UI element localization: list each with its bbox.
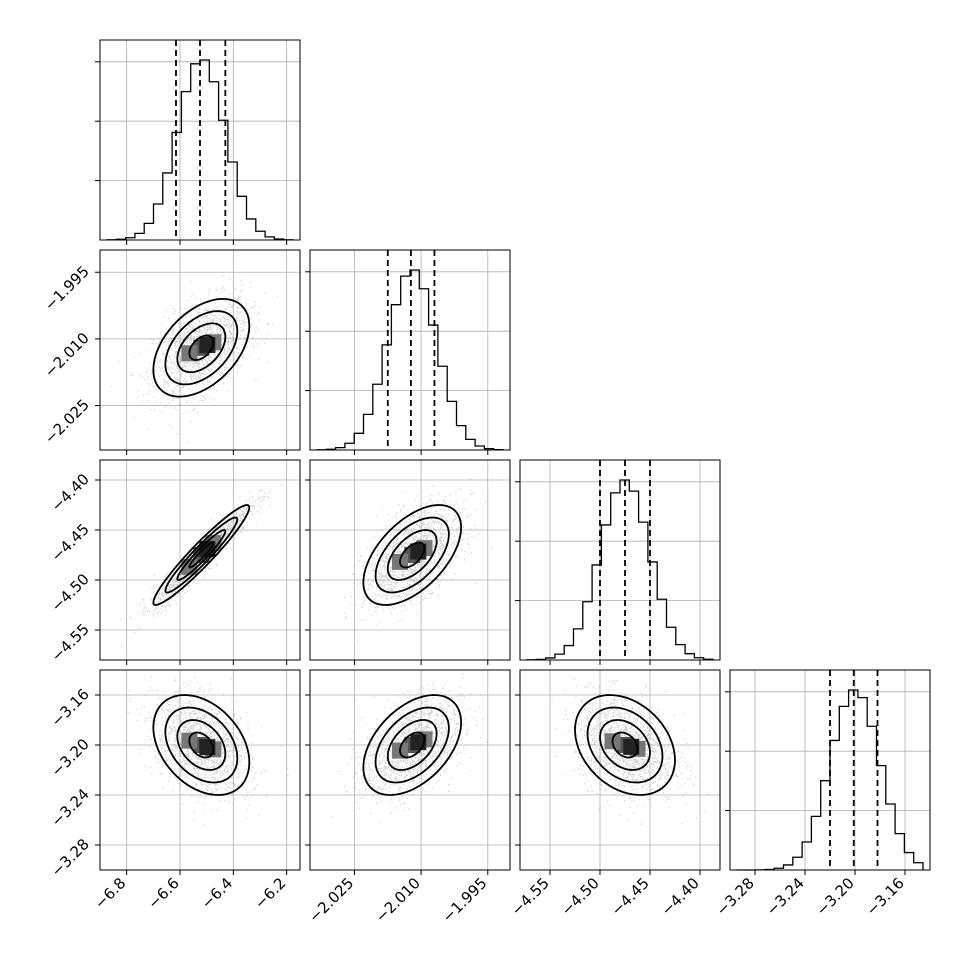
panel-frame-1-0 <box>99 249 301 451</box>
panel-0-0 <box>95 39 301 245</box>
contour-3-2-1 <box>599 719 651 771</box>
panel-frame-3-2 <box>519 669 721 871</box>
panel-1-1 <box>305 249 511 455</box>
contour-3-0-0 <box>188 731 215 759</box>
panel-frame-3-0 <box>99 669 301 871</box>
xtick-label-2-2: −4.45 <box>608 874 653 919</box>
ytick-label-1-2: −1.995 <box>41 262 93 314</box>
panel-frame-1-1 <box>309 249 511 451</box>
panel-3-1: −2.025 −2.010 −1.995 <box>305 669 511 926</box>
contour-2-1-3 <box>362 504 463 606</box>
ytick-label-3-0: −3.28 <box>48 835 93 880</box>
contour-3-1-3 <box>362 694 463 796</box>
panel-3-2: −4.55 −4.50 −4.45 −4.40 <box>508 669 721 919</box>
xtick-label-3-3: −3.16 <box>863 874 908 919</box>
panel-2-1 <box>305 459 511 665</box>
contour-2-0-0 <box>188 541 215 569</box>
contour-2-1-1 <box>386 529 438 581</box>
xtick-label-3-1: −3.24 <box>763 874 808 919</box>
ytick-label-2-1: −4.50 <box>48 570 93 615</box>
contour-1-0-2 <box>164 310 239 386</box>
ytick-label-2-0: −4.55 <box>48 620 93 665</box>
contour-3-2-2 <box>586 706 664 784</box>
scatter-points-2-0 <box>120 484 282 647</box>
xtick-label-3-0: −3.28 <box>713 874 758 919</box>
contour-3-0-3 <box>152 694 251 796</box>
contour-3-2-0 <box>611 731 639 759</box>
panel-frame-2-0 <box>99 459 301 661</box>
contour-3-0-2 <box>164 706 239 784</box>
contour-3-2-3 <box>574 694 676 796</box>
contour-1-0-0 <box>188 334 215 361</box>
panel-3-0: −3.28 −3.24 −3.20 −3.16 −6.8 −6.6 −6.4 −6.2 <box>48 669 301 913</box>
contour-2-0-1 <box>176 529 227 581</box>
ytick-label-1-0: −2.025 <box>41 396 93 448</box>
xtick-label-3-2: −3.20 <box>813 874 858 919</box>
histogram-2 <box>526 479 714 661</box>
ytick-label-2-3: −4.40 <box>48 470 93 515</box>
xtick-label-1-0: −2.025 <box>305 874 357 926</box>
contour-3-1-0 <box>399 731 426 759</box>
xtick-label-2-3: −4.40 <box>658 874 703 919</box>
xtick-label-0-2: −6.4 <box>198 874 236 912</box>
ytick-label-2-2: −4.45 <box>48 520 93 565</box>
xtick-label-2-1: −4.50 <box>558 874 603 919</box>
contour-3-0-1 <box>176 719 227 771</box>
ytick-label-3-3: −3.16 <box>48 685 93 730</box>
contour-1-0-1 <box>176 322 227 374</box>
contour-2-0-2 <box>164 516 239 594</box>
xtick-label-1-2: −1.995 <box>439 874 491 926</box>
contour-1-0-3 <box>152 297 251 398</box>
xtick-label-0-1: −6.6 <box>144 874 182 912</box>
panel-frame-0-0 <box>99 39 301 241</box>
xtick-label-0-3: −6.2 <box>251 874 289 912</box>
contour-3-1-1 <box>386 719 438 771</box>
panel-frame-2-2 <box>519 459 721 661</box>
ytick-label-3-1: −3.24 <box>48 785 93 830</box>
panel-2-0: −4.55 −4.50 −4.45 −4.40 <box>48 459 301 665</box>
panel-3-3: −3.28 −3.24 −3.20 −3.16 <box>713 669 931 919</box>
panel-frame-2-1 <box>309 459 511 661</box>
xtick-label-2-0: −4.55 <box>508 874 553 919</box>
panel-frame-3-3 <box>729 669 931 871</box>
xtick-label-0-0: −6.8 <box>91 874 129 912</box>
panel-1-0: −2.025 −2.010 −1.995 <box>41 249 301 455</box>
panel-frame-3-1 <box>309 669 511 871</box>
contour-2-1-0 <box>399 541 426 569</box>
xtick-label-1-1: −2.010 <box>372 874 424 926</box>
panel-2-2 <box>515 459 721 665</box>
ytick-label-1-1: −2.010 <box>41 329 93 381</box>
contour-3-1-2 <box>374 706 450 784</box>
ytick-label-3-2: −3.20 <box>48 735 93 780</box>
contour-2-1-2 <box>374 516 450 594</box>
contour-2-0-3 <box>152 504 251 606</box>
